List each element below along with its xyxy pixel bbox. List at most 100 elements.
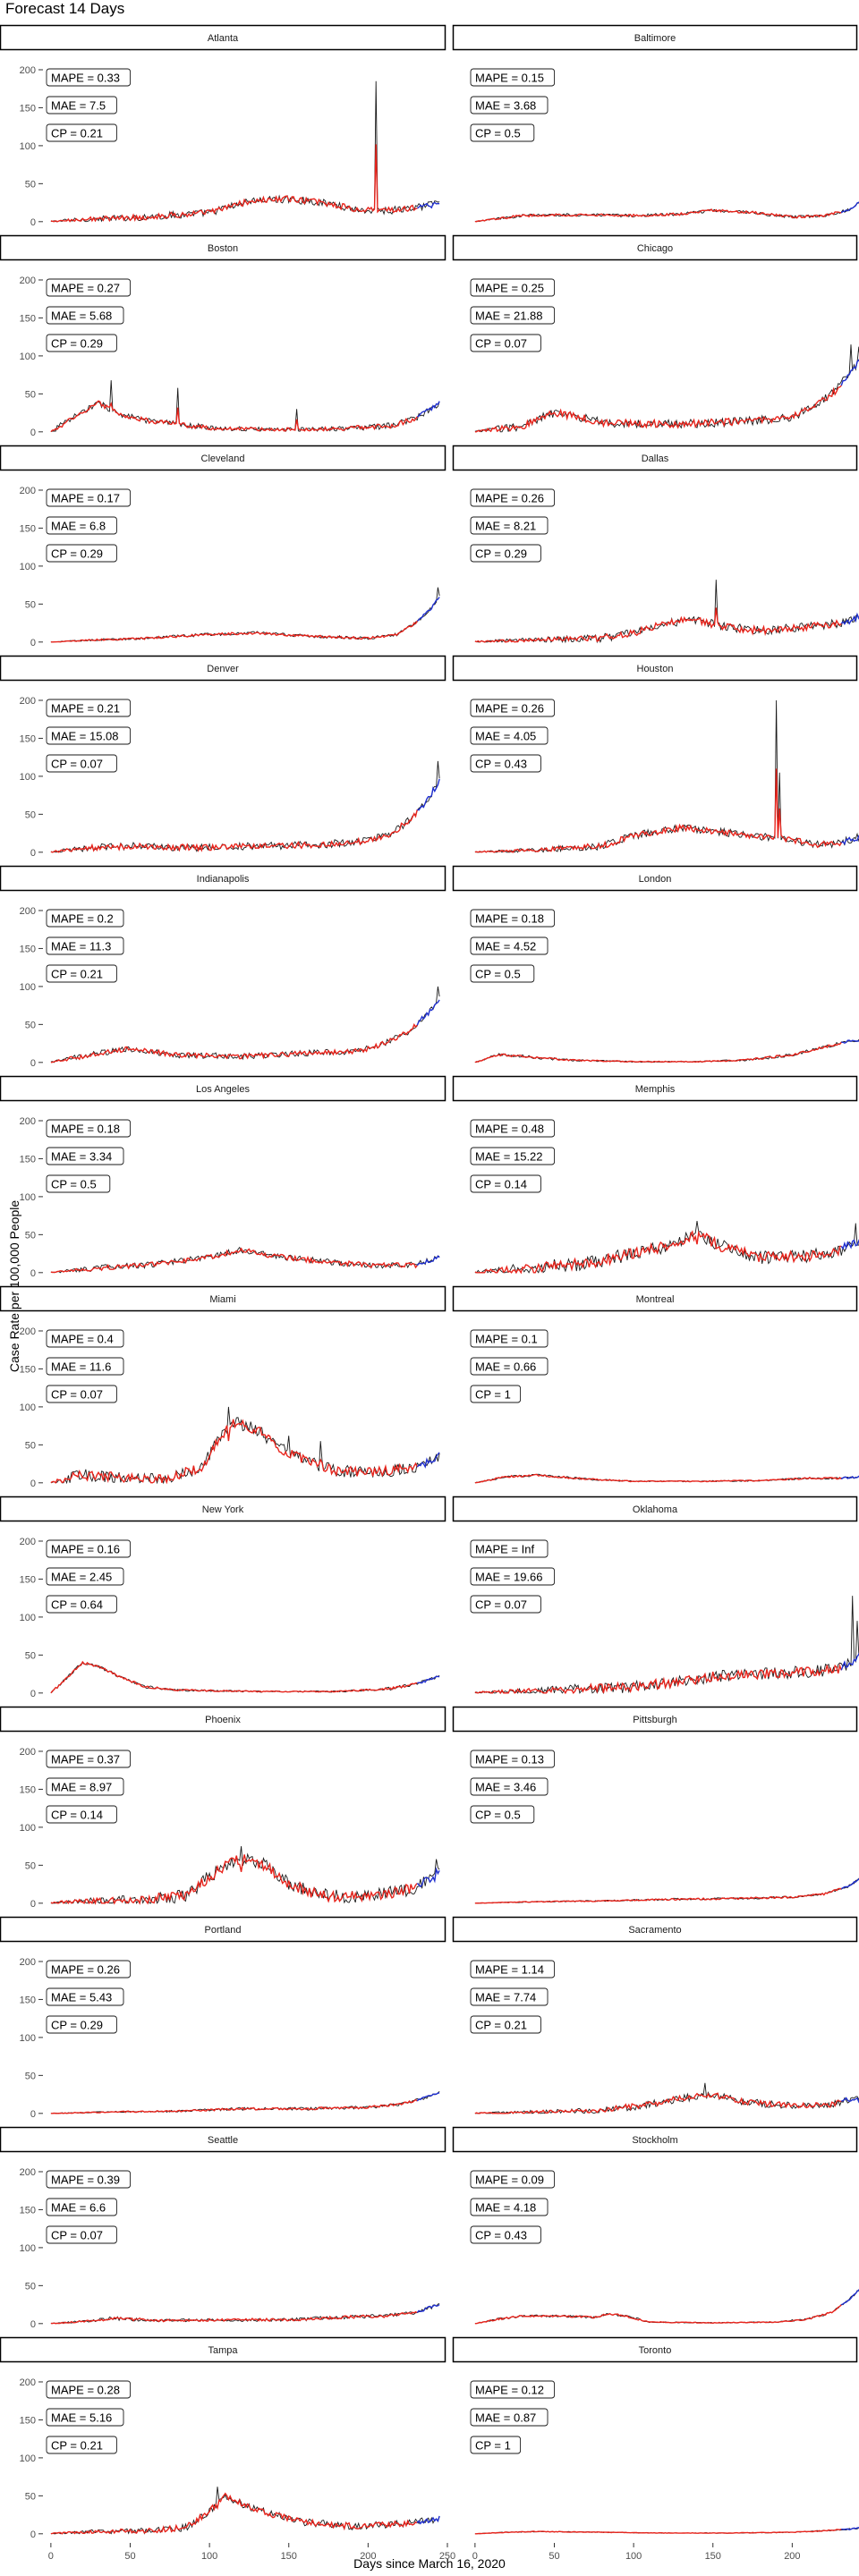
fitted-series-line (474, 385, 842, 433)
y-tick-label: 100 (20, 1823, 36, 1834)
mae-label: MAE = 7.5 (51, 99, 106, 113)
metric-label-box (46, 278, 132, 297)
fitted-series-line (474, 1230, 842, 1275)
mae-label: MAE = 4.05 (475, 730, 536, 743)
observed-series-line (474, 699, 859, 853)
panel-strip (0, 1496, 447, 1522)
fitted-series-line (474, 208, 842, 223)
mape-label: MAPE = Inf (475, 1543, 534, 1556)
fitted-series-line (50, 144, 418, 223)
fitted-series-line (50, 2492, 418, 2535)
cp-label: CP = 0.43 (475, 2229, 527, 2242)
fitted-series-line (50, 2310, 418, 2325)
mape-label: MAPE = 0.27 (51, 282, 120, 295)
mae-label: MAE = 3.46 (475, 1781, 536, 1794)
mape-label: MAPE = 0.18 (475, 912, 544, 926)
observed-series-line (474, 1221, 859, 1275)
x-tick-label: 50 (549, 2551, 559, 2562)
mae-label: MAE = 4.52 (475, 940, 536, 953)
mae-label: MAE = 15.22 (475, 1150, 543, 1164)
panel-title: Houston (637, 664, 674, 674)
observed-series-line (50, 380, 440, 433)
mae-label: MAE = 5.68 (51, 309, 112, 323)
mae-label: MAE = 5.16 (51, 2411, 112, 2425)
y-tick-label: 100 (20, 141, 36, 152)
fitted-series-line (50, 1854, 418, 1905)
panel-title: Dallas (642, 453, 669, 464)
cp-label: CP = 0.5 (475, 968, 521, 981)
panel-title: Denver (207, 664, 239, 674)
y-tick-label: 200 (20, 275, 36, 286)
metric-label-box (46, 2170, 132, 2189)
y-tick-label: 150 (20, 2415, 36, 2426)
cp-label: CP = 1 (475, 2439, 511, 2453)
metric-label-box (470, 1329, 549, 1348)
mae-label: MAE = 11.3 (51, 940, 111, 953)
metric-label-box (46, 1567, 124, 1586)
forecast-series-line (841, 2097, 859, 2104)
y-tick-label: 50 (25, 2281, 36, 2292)
y-tick-label: 150 (20, 944, 36, 954)
mae-label: MAE = 5.43 (51, 1991, 112, 2004)
mae-label: MAE = 19.66 (475, 1571, 543, 1584)
panel-title: Memphis (635, 1084, 676, 1095)
mape-label: MAPE = 0.21 (51, 702, 120, 716)
y-tick-label: 200 (20, 906, 36, 917)
x-tick-label: 250 (439, 2551, 455, 2562)
metric-label-box (46, 754, 117, 773)
metric-label-box (46, 544, 117, 563)
panel-strip (0, 865, 447, 892)
panel-title: Baltimore (634, 33, 676, 44)
x-axis-title: Days since March 16, 2020 (353, 2556, 506, 2571)
y-tick-label: 200 (20, 696, 36, 707)
y-tick-label: 0 (30, 217, 36, 228)
metric-label-box (470, 754, 541, 773)
y-tick-label: 0 (30, 638, 36, 648)
panel-strip (0, 445, 447, 471)
y-tick-label: 0 (30, 1899, 36, 1910)
y-tick-label: 200 (20, 486, 36, 496)
panel-strip (452, 865, 858, 892)
observed-series-line (474, 1039, 859, 1063)
panel-title: London (639, 874, 672, 885)
mape-label: MAPE = 0.48 (475, 1123, 544, 1136)
mape-label: MAPE = 0.37 (51, 1753, 120, 1767)
y-tick-label: 50 (25, 179, 36, 190)
observed-series-line (50, 2303, 440, 2325)
mae-label: MAE = 3.68 (475, 99, 536, 113)
metric-label-box (470, 1750, 556, 1768)
metric-label-box (470, 1385, 522, 1403)
panel-strip (0, 1075, 447, 1102)
panel-title: Portland (205, 1925, 242, 1936)
mape-label: MAPE = 0.13 (475, 1753, 544, 1767)
metric-label-box (46, 2225, 117, 2244)
forecast-series-line (841, 835, 859, 845)
fitted-series-line (50, 1247, 418, 1274)
cp-label: CP = 0.5 (475, 127, 521, 140)
x-tick-label: 200 (360, 2551, 376, 2562)
y-tick-label: 200 (20, 1116, 36, 1127)
metric-label-box (470, 1595, 541, 1614)
metric-label-box (46, 516, 117, 535)
metric-label-box (470, 488, 556, 507)
y-tick-label: 50 (25, 599, 36, 610)
y-tick-label: 150 (20, 313, 36, 324)
y-tick-label: 100 (20, 1613, 36, 1623)
mae-label: MAE = 8.21 (475, 520, 536, 533)
metric-label-box (46, 1960, 132, 1979)
metric-label-box (470, 2198, 549, 2216)
forecast-series-line (416, 2515, 440, 2525)
fitted-series-line (474, 1473, 842, 1484)
cp-label: CP = 0.07 (475, 1598, 527, 1612)
fitted-series-line (50, 1022, 418, 1063)
panel-strip (452, 234, 858, 261)
metric-label-box (470, 1147, 556, 1165)
cp-label: CP = 0.43 (475, 758, 527, 771)
metric-label-box (46, 1174, 111, 1193)
metric-label-box (46, 1119, 132, 1138)
mae-label: MAE = 4.18 (475, 2201, 536, 2215)
metric-label-box (46, 2380, 132, 2399)
y-tick-label: 200 (20, 1326, 36, 1337)
y-tick-label: 200 (20, 65, 36, 76)
panel-title: Sacramento (628, 1925, 681, 1936)
